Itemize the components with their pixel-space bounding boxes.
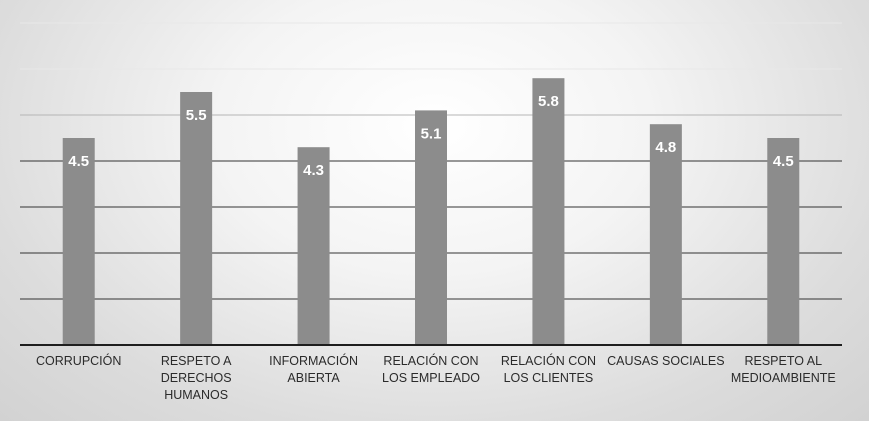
data-label: 5.1 <box>421 125 442 142</box>
category-label: RESPETO A DERECHOS HUMANOS <box>160 354 232 402</box>
data-label: 4.3 <box>303 162 324 179</box>
data-label: 4.5 <box>68 153 89 170</box>
bar <box>297 147 330 345</box>
data-labels: 4.5 5.5 4.3 5.1 5.8 4.8 4.5 <box>68 93 793 179</box>
data-label: 5.8 <box>538 93 559 110</box>
category-label: RELACIÓN CON LOS EMPLEADO <box>382 354 480 385</box>
data-label: 5.5 <box>186 107 207 124</box>
category-label: RELACIÓN CON LOS CLIENTES <box>500 354 596 385</box>
bar <box>649 124 682 345</box>
bar <box>180 92 213 345</box>
category-label: CORRUPCIÓN <box>35 354 122 368</box>
category-label: CAUSAS SOCIALES <box>607 354 725 368</box>
bar <box>62 138 95 345</box>
bar <box>767 138 800 345</box>
category-label: RESPETO AL MEDIOAMBIENTE <box>730 354 836 385</box>
category-label: INFORMACIÓN ABIERTA <box>269 354 358 385</box>
bar <box>415 110 447 346</box>
data-label: 4.8 <box>655 139 676 156</box>
bars <box>62 78 800 346</box>
bar <box>532 78 565 345</box>
data-label: 4.5 <box>773 153 794 170</box>
